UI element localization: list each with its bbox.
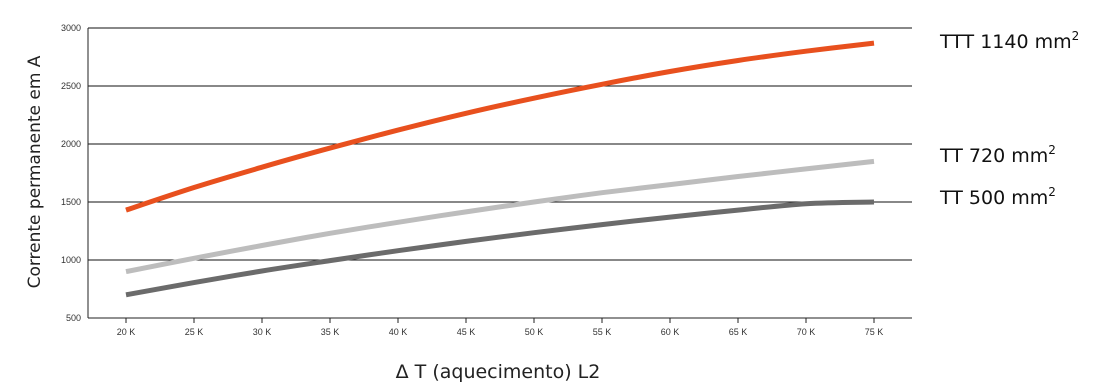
series-label-superscript: 2 (1048, 185, 1056, 199)
x-tick-labels: 20 K 25 K 30 K 35 K 40 K 45 K 50 K 55 K 60 K 65 K… (117, 318, 884, 337)
series-label-superscript: 2 (1048, 143, 1056, 157)
y-tick-label: 2000 (61, 139, 81, 149)
series-label-text: TT 720 mm (939, 145, 1048, 167)
x-tick-label: 20 K (117, 327, 136, 337)
series-label-2: TT 500 mm2 (939, 185, 1056, 209)
series-line-1 (125, 158, 875, 275)
series-label-text: TTT 1140 mm (939, 31, 1072, 53)
x-tick-label: 50 K (525, 327, 544, 337)
y-tick-label: 1500 (61, 197, 81, 207)
x-tick-label: 75 K (865, 327, 884, 337)
gridlines (88, 27, 912, 261)
series-label-1: TT 720 mm2 (939, 143, 1056, 167)
x-axis-title: Δ T (aquecimento) L2 (396, 361, 601, 383)
x-tick-label: 35 K (321, 327, 340, 337)
x-tick-label: 55 K (593, 327, 612, 337)
y-tick-label: 3000 (61, 23, 81, 33)
series-label-0: TTT 1140 mm2 (939, 29, 1079, 53)
x-tick-label: 70 K (797, 327, 816, 337)
x-tick-label: 40 K (389, 327, 408, 337)
x-tick-label: 30 K (253, 327, 272, 337)
y-tick-labels: 500 1000 1500 2000 2500 3000 (61, 23, 81, 323)
y-axis-title: Corrente permanente em A (25, 55, 45, 288)
series-line-0 (125, 40, 875, 213)
series-line-2 (125, 199, 875, 298)
x-tick-label: 65 K (729, 327, 748, 337)
y-tick-label: 1000 (61, 255, 81, 265)
x-tick-label: 60 K (661, 327, 680, 337)
x-tick-label: 45 K (457, 327, 476, 337)
axes (87, 28, 912, 319)
y-tick-label: 2500 (61, 81, 81, 91)
series-lines (125, 40, 875, 298)
y-tick-label: 500 (66, 313, 81, 323)
series-label-text: TT 500 mm (939, 187, 1048, 209)
x-tick-label: 25 K (185, 327, 204, 337)
series-label-superscript: 2 (1072, 29, 1080, 43)
